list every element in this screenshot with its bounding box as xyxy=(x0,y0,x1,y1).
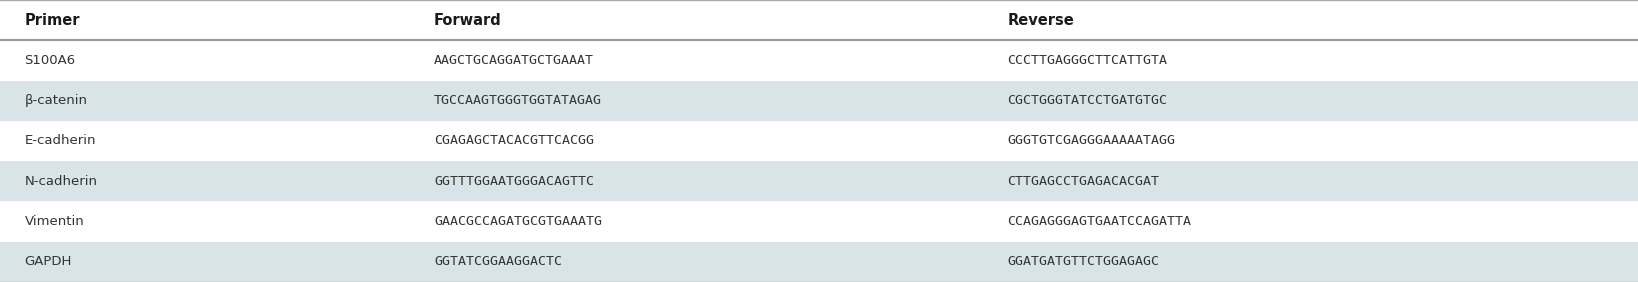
Text: N-cadherin: N-cadherin xyxy=(25,175,98,188)
Text: GGATGATGTTCTGGAGAGC: GGATGATGTTCTGGAGAGC xyxy=(1007,255,1160,268)
Text: Primer: Primer xyxy=(25,13,80,28)
Text: CCCTTGAGGGCTTCATTGTA: CCCTTGAGGGCTTCATTGTA xyxy=(1007,54,1168,67)
Text: CTTGAGCCTGAGACACGAT: CTTGAGCCTGAGACACGAT xyxy=(1007,175,1160,188)
Text: GGTATCGGAAGGACTC: GGTATCGGAAGGACTC xyxy=(434,255,562,268)
Text: β-catenin: β-catenin xyxy=(25,94,87,107)
Bar xyxy=(0,81,1638,121)
Text: S100A6: S100A6 xyxy=(25,54,75,67)
Bar xyxy=(0,121,1638,161)
Text: CGCTGGGTATCCTGATGTGC: CGCTGGGTATCCTGATGTGC xyxy=(1007,94,1168,107)
Text: TGCCAAGTGGGTGGTATAGAG: TGCCAAGTGGGTGGTATAGAG xyxy=(434,94,603,107)
Text: CCAGAGGGAGTGAATCCAGATTA: CCAGAGGGAGTGAATCCAGATTA xyxy=(1007,215,1191,228)
Bar xyxy=(0,242,1638,282)
Text: Vimentin: Vimentin xyxy=(25,215,84,228)
Text: Reverse: Reverse xyxy=(1007,13,1075,28)
Text: CGAGAGCTACACGTTCACGG: CGAGAGCTACACGTTCACGG xyxy=(434,135,595,147)
Text: AAGCTGCAGGATGCTGAAAT: AAGCTGCAGGATGCTGAAAT xyxy=(434,54,595,67)
Text: Forward: Forward xyxy=(434,13,501,28)
Bar xyxy=(0,201,1638,242)
Bar xyxy=(0,40,1638,81)
Text: GAPDH: GAPDH xyxy=(25,255,72,268)
Text: E-cadherin: E-cadherin xyxy=(25,135,97,147)
Bar xyxy=(0,0,1638,40)
Text: GAACGCCAGATGCGTGAAATG: GAACGCCAGATGCGTGAAATG xyxy=(434,215,603,228)
Bar xyxy=(0,161,1638,201)
Text: GGTTTGGAATGGGACAGTTC: GGTTTGGAATGGGACAGTTC xyxy=(434,175,595,188)
Text: GGGTGTCGAGGGAAAAATAGG: GGGTGTCGAGGGAAAAATAGG xyxy=(1007,135,1176,147)
